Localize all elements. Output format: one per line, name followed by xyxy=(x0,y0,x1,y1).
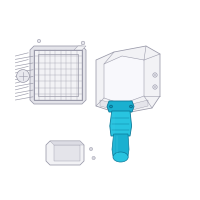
Circle shape xyxy=(113,125,117,129)
Circle shape xyxy=(110,105,112,108)
Polygon shape xyxy=(54,145,80,161)
Circle shape xyxy=(89,147,93,151)
Polygon shape xyxy=(100,100,148,112)
Circle shape xyxy=(37,39,41,43)
Circle shape xyxy=(113,119,117,123)
Polygon shape xyxy=(34,50,82,100)
Polygon shape xyxy=(74,46,86,50)
Polygon shape xyxy=(110,111,132,136)
Circle shape xyxy=(130,105,132,108)
Bar xyxy=(38,54,78,96)
Circle shape xyxy=(81,41,85,45)
Circle shape xyxy=(153,85,157,89)
Polygon shape xyxy=(107,101,134,112)
Circle shape xyxy=(153,73,157,77)
Circle shape xyxy=(17,70,29,82)
Polygon shape xyxy=(96,46,160,114)
Circle shape xyxy=(92,156,95,160)
Polygon shape xyxy=(104,56,144,104)
Polygon shape xyxy=(112,134,129,156)
Polygon shape xyxy=(46,141,84,165)
Polygon shape xyxy=(50,141,84,145)
Ellipse shape xyxy=(113,152,128,162)
Polygon shape xyxy=(30,46,86,104)
